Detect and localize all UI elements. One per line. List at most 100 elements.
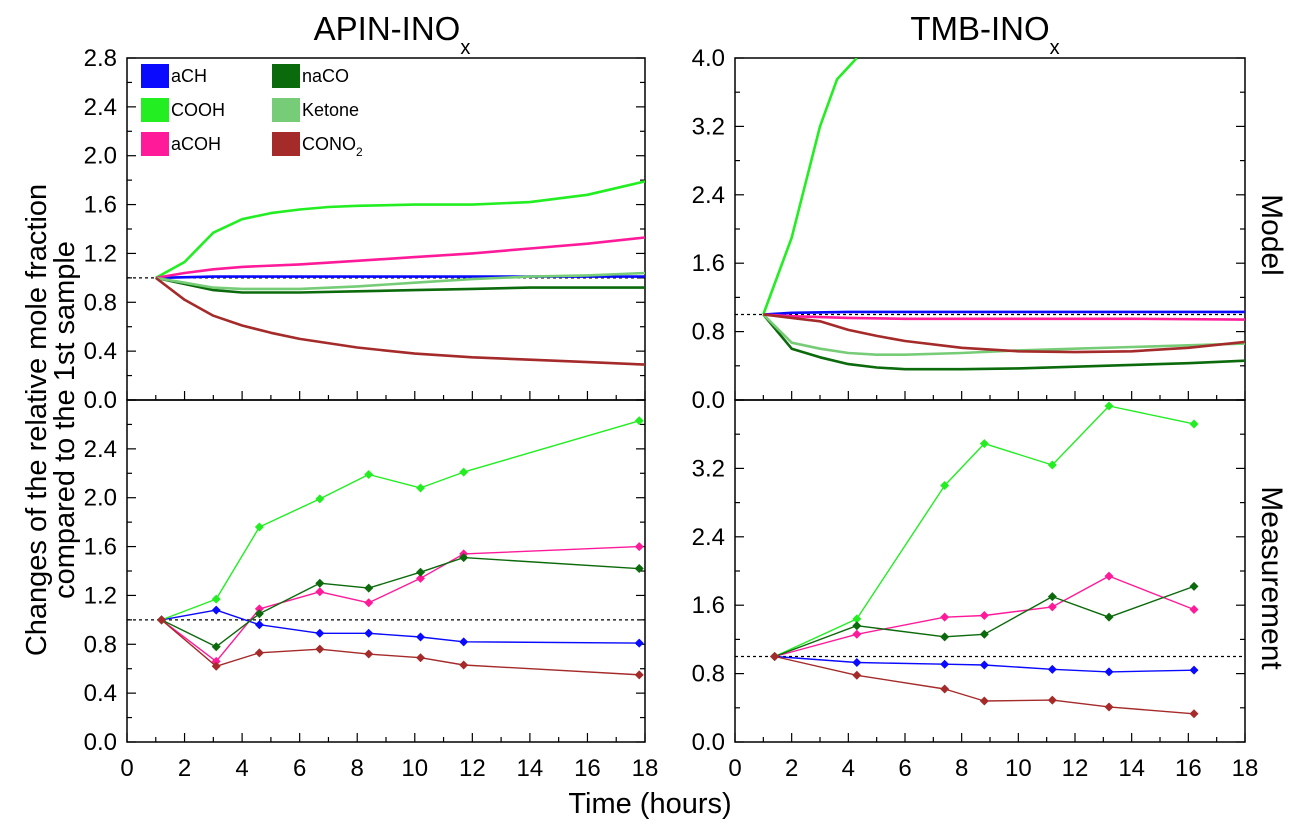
data-point-CONO2 (940, 684, 950, 694)
data-point-COOH (211, 594, 221, 604)
panel-model-apin: 0.0 0.4 0.8 1.2 1.6 2.0 2.4 2.8 (84, 45, 646, 414)
y-tick-label: 3.2 (692, 455, 725, 482)
data-point-CONO2 (315, 644, 325, 654)
legend-swatch-CONO2 (272, 132, 300, 156)
y-tick-label: 0.0 (692, 387, 725, 414)
legend-swatch-COOH (141, 98, 169, 122)
legend-label-aCH: aCH (171, 66, 207, 86)
y-tick-label: 0.4 (84, 680, 117, 707)
data-point-COOH (459, 467, 469, 477)
data-point-naCO (634, 564, 644, 574)
data-point-aCH (254, 620, 264, 630)
data-point-naCO (416, 567, 426, 577)
plot-frame (734, 399, 1246, 743)
data-point-CONO2 (770, 652, 780, 661)
series-line-COOH (762, 58, 858, 315)
y-tick-label: 3.2 (692, 113, 725, 140)
data-point-aCH (364, 628, 374, 638)
y-tick-label: 1.6 (84, 192, 117, 219)
y-tick-label: 2.4 (692, 182, 725, 209)
y-tick-label: 1.6 (692, 592, 725, 619)
data-point-aCOH (634, 542, 644, 552)
data-point-COOH (416, 483, 426, 493)
data-point-CONO2 (634, 670, 644, 680)
data-point-aCH (852, 657, 862, 667)
y-tick-label: 0.0 (84, 387, 117, 414)
x-tick-label: 18 (1232, 755, 1259, 782)
x-tick-label: 2 (178, 755, 191, 782)
y-tick-label: 2.0 (84, 143, 117, 170)
col-title-apin: APIN-INOx (314, 10, 471, 59)
data-point-naCO (211, 642, 221, 652)
x-tick-label: 14 (517, 755, 544, 782)
data-point-aCH (315, 628, 325, 638)
x-tick-label: 10 (401, 755, 428, 782)
series-line-COOH (155, 180, 645, 280)
data-point-COOH (254, 522, 264, 532)
panel-measurement-apin: 0.0 0.4 0.8 1.2 1.6 2.0 2.4 0 2 4 6 8 10 12 14 16 18 (84, 399, 658, 782)
data-point-aCH (634, 638, 644, 648)
panel-model-tmb: 0.0 0.8 1.6 2.4 3.2 4.0 (692, 45, 1246, 414)
series-line-aCOH (161, 545, 640, 663)
legend-swatch-aCH (141, 64, 169, 88)
data-point-aCOH (1189, 604, 1199, 614)
y-axis-label-line2: compared to the 1st sample (49, 241, 81, 599)
data-point-aCOH (852, 629, 862, 639)
x-tick-label: 4 (842, 755, 855, 782)
row-label-model: Model (1255, 194, 1288, 276)
series-line-CONO2 (155, 276, 645, 366)
data-point-naCO (459, 553, 469, 563)
legend-label-Ketone: Ketone (302, 100, 359, 120)
data-point-COOH (1104, 401, 1114, 411)
panel-measurement-tmb: 0.0 0.8 1.6 2.4 3.2 0 2 4 6 8 10 12 14 16 18 (692, 399, 1259, 782)
data-point-aCOH (1104, 571, 1114, 581)
data-point-aCH (1047, 664, 1057, 674)
data-point-CONO2 (459, 660, 469, 670)
y-tick-label: 0.8 (84, 289, 117, 316)
data-point-COOH (852, 614, 862, 624)
data-point-CONO2 (1047, 695, 1057, 705)
data-point-COOH (364, 470, 374, 480)
data-point-CONO2 (157, 615, 167, 625)
legend-swatch-aCOH (141, 132, 169, 156)
x-tick-label: 0 (120, 755, 133, 782)
series-line-aCH (763, 310, 1245, 316)
series-line-CONO2 (763, 313, 1245, 354)
y-tick-label: 2.0 (84, 485, 117, 512)
data-point-aCH (459, 637, 469, 647)
series-line-Ketone (155, 271, 645, 291)
x-tick-label: 2 (785, 755, 798, 782)
data-point-naCO (364, 583, 374, 593)
x-tick-label: 6 (898, 755, 911, 782)
y-tick-label: 2.4 (692, 524, 725, 551)
y-axis-label-line1: Changes of the relative mole fraction (21, 184, 53, 656)
legend-label-naCO: naCO (302, 66, 349, 86)
data-point-COOH (940, 481, 950, 490)
y-tick-label: 0.0 (692, 729, 725, 756)
data-point-COOH (634, 416, 644, 426)
legend-label-aCOH: aCOH (171, 134, 221, 154)
legend-label-CONO2: CONO2 (302, 134, 363, 159)
data-point-aCH (1104, 667, 1114, 677)
y-tick-label: 2.4 (84, 94, 117, 121)
data-point-aCOH (979, 610, 989, 620)
data-point-COOH (979, 439, 989, 449)
x-tick-label: 6 (293, 755, 306, 782)
y-tick-label: 0.0 (84, 729, 117, 756)
x-tick-label: 16 (1175, 755, 1202, 782)
y-tick-label: 2.8 (84, 45, 117, 72)
y-tick-label: 4.0 (692, 45, 725, 72)
plot-frame (126, 399, 646, 743)
x-axis-label: Time (hours) (568, 788, 731, 820)
x-tick-label: 10 (1005, 755, 1032, 782)
series-line-naCO (161, 556, 640, 648)
data-point-COOH (315, 494, 325, 504)
y-tick-label: 1.6 (692, 250, 725, 277)
y-tick-label: 0.8 (84, 631, 117, 658)
series-line-naCO (762, 313, 1245, 371)
y-tick-label: 2.4 (84, 436, 117, 463)
data-point-aCOH (1047, 602, 1057, 612)
data-point-naCO (979, 629, 989, 639)
series-line-aCOH (763, 313, 1245, 321)
